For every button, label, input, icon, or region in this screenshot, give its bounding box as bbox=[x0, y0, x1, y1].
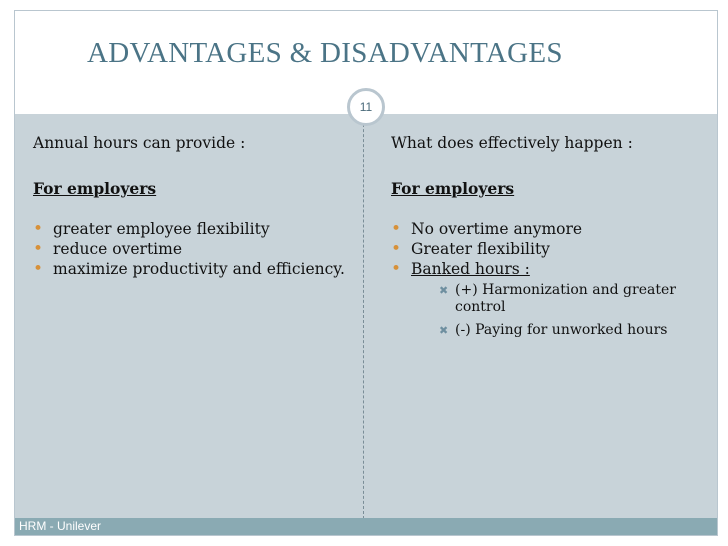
sub-bullet-list: ✖ (+) Harmonization and greater control ✖… bbox=[411, 282, 701, 339]
footer-bar: HRM - Unilever bbox=[15, 518, 717, 535]
left-column: Annual hours can provide : For employers… bbox=[33, 134, 353, 280]
right-bullet-list: • No overtime anymore • Greater flexibilit… bbox=[391, 220, 701, 339]
x-mark-icon: ✖ bbox=[439, 324, 449, 337]
sub-list-item: ✖ (-) Paying for unworked hours bbox=[439, 322, 668, 338]
slide-title: ADVANTAGES & DISADVANTAGES bbox=[87, 37, 563, 69]
left-heading: For employers bbox=[33, 179, 157, 198]
slide: ADVANTAGES & DISADVANTAGES 11 Annual hou… bbox=[14, 10, 718, 536]
right-column: What does effectively happen : For emplo… bbox=[391, 134, 701, 345]
bullet-icon: • bbox=[33, 239, 44, 259]
x-mark-icon: ✖ bbox=[439, 284, 449, 297]
bullet-icon: • bbox=[391, 259, 402, 279]
page-number-badge: 11 bbox=[347, 88, 385, 126]
bullet-icon: • bbox=[33, 259, 44, 279]
left-intro: Annual hours can provide : bbox=[33, 134, 246, 152]
list-item: • Greater flexibility bbox=[391, 239, 550, 259]
list-item: • maximize productivity and efficiency. bbox=[33, 259, 345, 279]
bullet-icon: • bbox=[391, 239, 402, 259]
left-bullet-list: • greater employee flexibility • reduce ov… bbox=[33, 220, 353, 279]
list-item: • greater employee flexibility bbox=[33, 219, 270, 239]
list-item: • Banked hours : ✖ (+) Harmonization and g… bbox=[391, 260, 701, 339]
sub-list-item: ✖ (+) Harmonization and greater control bbox=[439, 282, 676, 315]
list-item: • No overtime anymore bbox=[391, 219, 583, 239]
right-heading: For employers bbox=[391, 179, 515, 198]
list-item: • reduce overtime bbox=[33, 239, 182, 259]
content-area: Annual hours can provide : For employers… bbox=[15, 114, 717, 519]
bullet-icon: • bbox=[391, 219, 402, 239]
bullet-icon: • bbox=[33, 219, 44, 239]
column-divider bbox=[363, 114, 364, 519]
right-intro: What does effectively happen : bbox=[391, 134, 633, 152]
